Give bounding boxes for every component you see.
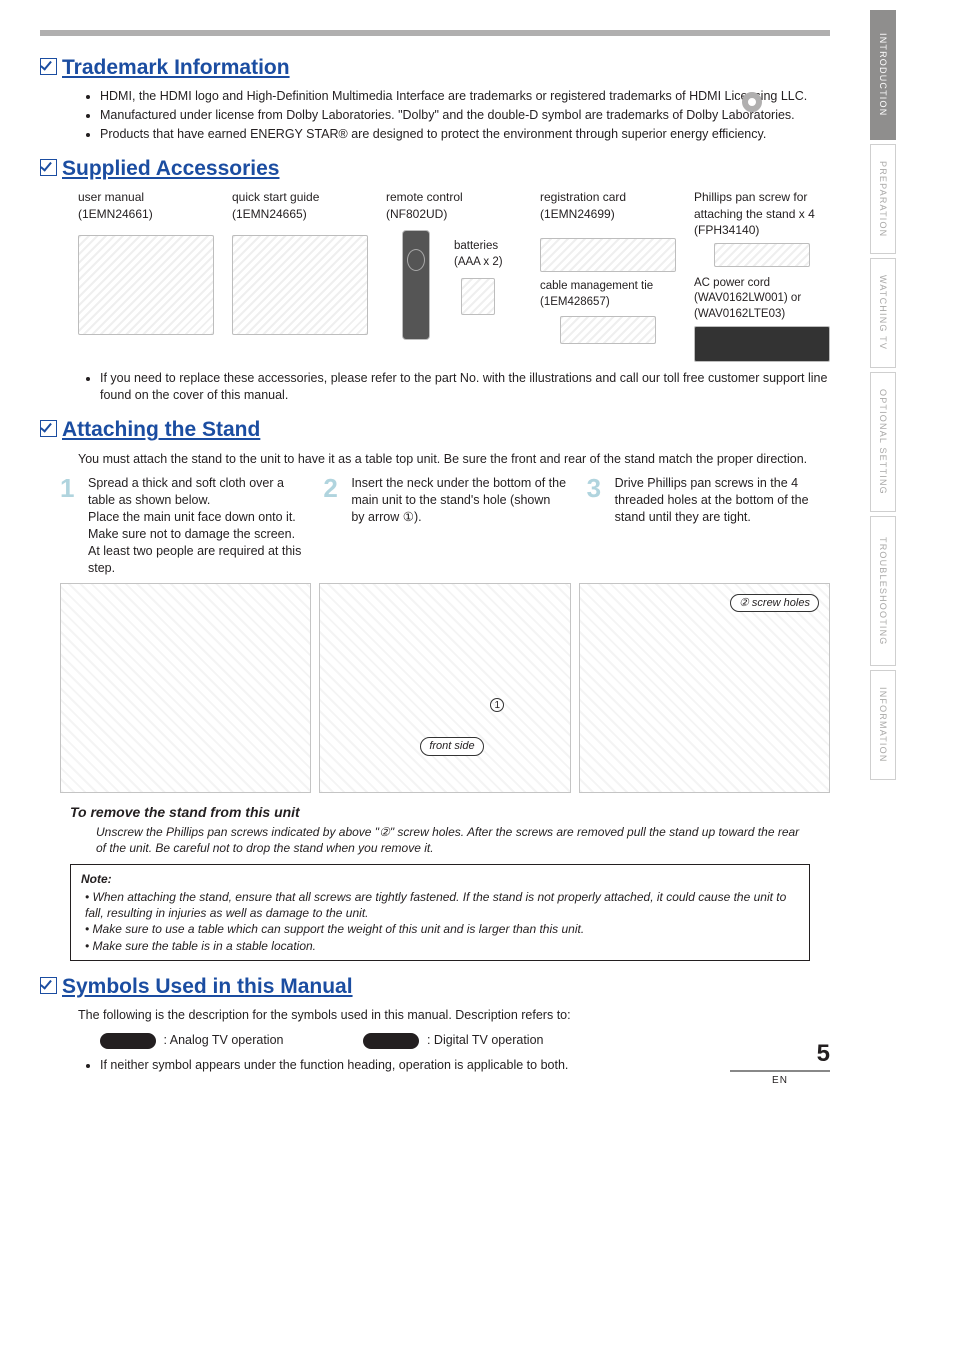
illustration-tie <box>560 316 655 344</box>
illustration-card <box>540 238 676 272</box>
illustration-step1 <box>60 583 311 793</box>
accessory-item: quick start guide (1EMN24665) <box>232 189 368 366</box>
step-number: 3 <box>587 475 609 576</box>
accessory-item: remote control (NF802UD) batteries (AAA … <box>386 189 522 366</box>
page: Trademark Information HDMI, the HDMI log… <box>0 0 870 1108</box>
symbols-footnote-text: If neither symbol appears under the func… <box>100 1057 830 1074</box>
trademark-bullet: HDMI, the HDMI logo and High-Definition … <box>100 88 830 105</box>
illustration-batteries <box>461 278 495 314</box>
label-screw-holes: ② screw holes <box>730 594 819 613</box>
accessory-item: user manual (1EMN24661) <box>78 189 214 366</box>
step-text: Spread a thick and soft cloth over a tab… <box>88 475 303 576</box>
note-item: Make sure to use a table which can suppo… <box>85 921 799 937</box>
step-1: 1 Spread a thick and soft cloth over a t… <box>60 475 303 576</box>
accessory-title: Phillips pan screw for attaching the sta… <box>694 190 815 220</box>
accessory-sub-part: (AAA x 2) <box>454 256 503 268</box>
accessory-sub-title: batteries <box>454 240 498 252</box>
symbols-intro: The following is the description for the… <box>78 1007 820 1024</box>
heading-trademark: Trademark Information <box>62 54 830 82</box>
stand-illustrations: front side 1 ② screw holes <box>60 583 830 793</box>
note-item: When attaching the stand, ensure that al… <box>85 889 799 921</box>
heading-stand: Attaching the Stand <box>62 416 830 444</box>
illustration-step2: front side 1 <box>319 583 570 793</box>
illustration-manual <box>78 235 214 335</box>
accessory-title: remote control <box>386 190 463 204</box>
symbol-digital: : Digital TV operation <box>363 1032 543 1049</box>
tab-troubleshooting[interactable]: TROUBLESHOOTING <box>870 516 896 666</box>
illustration-quickstart <box>232 235 368 335</box>
note-box: Note: When attaching the stand, ensure t… <box>70 864 810 961</box>
step-number: 2 <box>323 475 345 576</box>
accessory-title: user manual <box>78 190 144 204</box>
accessory-part: (FPH34140) <box>694 223 759 237</box>
accessory-sub-part: (WAV0162LTE03) <box>694 308 785 320</box>
trademark-bullet: Manufactured under license from Dolby La… <box>100 107 830 124</box>
tab-optional-setting[interactable]: OPTIONAL SETTING <box>870 372 896 512</box>
accessory-title: registration card <box>540 190 626 204</box>
remove-body: Unscrew the Phillips pan screws indicate… <box>96 824 800 856</box>
illustration-screws <box>714 243 809 267</box>
accessory-part: (NF802UD) <box>386 207 447 221</box>
symbol-analog: : Analog TV operation <box>100 1032 283 1049</box>
pill-icon <box>100 1033 156 1049</box>
step-text: Drive Phillips pan screws in the 4 threa… <box>615 475 830 576</box>
note-item: Make sure the table is in a stable locat… <box>85 938 799 954</box>
tab-introduction[interactable]: INTRODUCTION <box>870 10 896 140</box>
step-3: 3 Drive Phillips pan screws in the 4 thr… <box>587 475 830 576</box>
page-lang: EN <box>730 1070 830 1088</box>
pill-icon <box>363 1033 419 1049</box>
stand-steps: 1 Spread a thick and soft cloth over a t… <box>60 475 830 576</box>
top-rule <box>40 30 830 36</box>
symbol-analog-label: : Analog TV operation <box>163 1033 283 1047</box>
heading-accessories: Supplied Accessories <box>62 155 830 183</box>
label-circle-1: 1 <box>490 698 504 712</box>
tab-watching-tv[interactable]: WATCHING TV <box>870 258 896 368</box>
page-number: 5 <box>730 1038 830 1070</box>
accessory-title: quick start guide <box>232 190 319 204</box>
step-number: 1 <box>60 475 82 576</box>
accessories-grid: user manual (1EMN24661) quick start guid… <box>78 189 830 366</box>
stand-intro: You must attach the stand to the unit to… <box>78 451 820 468</box>
label-front-side: front side <box>420 737 483 756</box>
illustration-accord <box>694 326 830 362</box>
symbol-digital-label: : Digital TV operation <box>427 1033 544 1047</box>
trademark-bullets: HDMI, the HDMI logo and High-Definition … <box>100 88 830 143</box>
accessory-item: registration card (1EMN24699) cable mana… <box>540 189 676 366</box>
note-heading: Note: <box>81 871 799 887</box>
tab-information[interactable]: INFORMATION <box>870 670 896 780</box>
side-tabs: INTRODUCTION PREPARATION WATCHING TV OPT… <box>870 10 942 784</box>
heading-symbols: Symbols Used in this Manual <box>62 973 830 1001</box>
remove-heading: To remove the stand from this unit <box>70 803 830 822</box>
illustration-step3: ② screw holes <box>579 583 830 793</box>
accessory-part: (1EMN24699) <box>540 207 615 221</box>
illustration-remote <box>402 230 430 340</box>
accessory-note-text: If you need to replace these accessories… <box>100 370 830 404</box>
symbols-footnote: If neither symbol appears under the func… <box>100 1057 830 1074</box>
page-footer: 5 EN <box>730 1038 830 1088</box>
accessory-item: Phillips pan screw for attaching the sta… <box>694 189 830 366</box>
top-rule-dot <box>742 92 762 112</box>
accessory-note: If you need to replace these accessories… <box>100 370 830 404</box>
step-2: 2 Insert the neck under the bottom of th… <box>323 475 566 576</box>
step-text: Insert the neck under the bottom of the … <box>351 475 566 576</box>
accessory-part: (1EMN24665) <box>232 207 307 221</box>
symbols-row: : Analog TV operation : Digital TV opera… <box>100 1032 830 1049</box>
accessory-sub-part: (1EM428657) <box>540 296 610 308</box>
trademark-bullet: Products that have earned ENERGY STAR® a… <box>100 126 830 143</box>
accessory-sub-title: cable management tie <box>540 280 653 292</box>
tab-preparation[interactable]: PREPARATION <box>870 144 896 254</box>
accessory-part: (1EMN24661) <box>78 207 153 221</box>
accessory-sub-title: AC power cord (WAV0162LW001) or <box>694 277 801 305</box>
